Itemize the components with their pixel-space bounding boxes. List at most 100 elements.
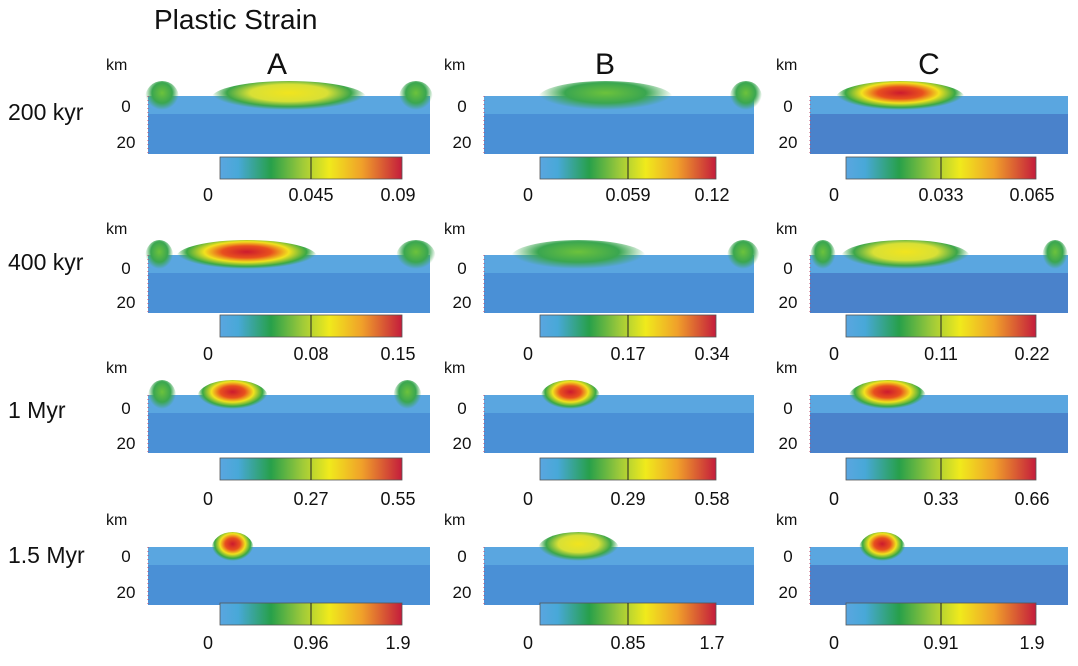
strain-zone [211,81,367,115]
strain-zone [538,81,673,115]
depth-tick-20: 20 [453,133,472,152]
strain-zone [810,240,836,274]
depth-tick-20: 20 [453,583,472,602]
colorbar-max-label: 0.09 [380,185,415,205]
depth-tick-20: 20 [779,583,798,602]
strain-zone [145,81,180,115]
depth-tick-0: 0 [783,399,792,418]
strain-zone [727,240,760,274]
colorbar-max-label: 1.9 [1019,633,1044,653]
column-header-b: B [595,48,615,81]
depth-tick-0: 0 [457,547,466,566]
colorbar-max-label: 0.12 [694,185,729,205]
colorbar [219,602,403,626]
colorbar [219,314,403,338]
strain-panel-a [145,240,436,313]
colorbar-mid-label: 0.33 [923,489,958,509]
depth-tick-0: 0 [457,399,466,418]
strain-panel-a [145,81,433,154]
colorbar [539,156,717,180]
depth-unit-label: km [444,360,465,377]
colorbar-mid-label: 0.27 [293,489,328,509]
strain-zone [540,380,601,414]
colorbar-min-label: 0 [829,489,839,509]
strain-zone [176,240,318,274]
colorbar [539,314,717,338]
colorbar [539,457,717,481]
colorbar [219,156,403,180]
colorbar-min-label: 0 [829,633,839,653]
colorbar-mid-label: 0.96 [293,633,328,653]
strain-zone [148,380,177,414]
colorbar-max-label: 1.7 [699,633,724,653]
strain-zone [538,532,619,566]
strain-zone [211,532,254,566]
colorbar-mid-label: 0.85 [610,633,645,653]
colorbar-max-label: 0.66 [1014,489,1049,509]
depth-unit-label: km [106,360,127,377]
colorbar-max-label: 1.9 [385,633,410,653]
colorbar [845,156,1037,180]
colorbar-mid-label: 0.08 [293,344,328,364]
depth-tick-20: 20 [779,434,798,453]
colorbar-min-label: 0 [203,344,213,364]
depth-tick-20: 20 [453,434,472,453]
colorbar-min-label: 0 [203,489,213,509]
strain-zone [835,81,965,115]
depth-unit-label: km [106,57,127,74]
strain-panel-a [147,380,430,453]
depth-unit-label: km [106,221,127,238]
colorbar-mid-label: 0.045 [288,185,333,205]
colorbar-min-label: 0 [523,344,533,364]
colorbar-max-label: 0.55 [380,489,415,509]
strain-zone [729,81,763,115]
figure-title: Plastic Strain [154,4,317,35]
strain-zone [145,240,174,274]
strain-zone [1042,240,1068,274]
strain-zone [398,81,433,115]
strain-panel-b [483,81,763,154]
row-time-label: 400 kyr [8,249,84,275]
depth-tick-20: 20 [117,293,136,312]
column-header-a: A [267,48,287,81]
row-time-label: 1.5 Myr [8,542,85,568]
row-time-label: 200 kyr [8,99,84,125]
strain-zone [840,240,970,274]
colorbar-mid-label: 0.29 [610,489,645,509]
depth-tick-0: 0 [121,97,130,116]
upper-crust-layer [148,395,430,413]
strain-panel-c [809,380,1068,453]
colorbar-max-label: 0.065 [1009,185,1054,205]
colorbar [539,602,717,626]
row-time-label: 1 Myr [8,397,66,423]
depth-tick-0: 0 [783,97,792,116]
colorbar [845,457,1037,481]
colorbar-max-label: 0.34 [694,344,729,364]
depth-unit-label: km [106,512,127,529]
colorbar [219,457,403,481]
colorbar-min-label: 0 [829,185,839,205]
colorbar-min-label: 0 [523,633,533,653]
strain-zone [859,532,906,566]
column-header-c: C [918,48,940,81]
upper-crust-layer [484,547,754,565]
colorbar-mid-label: 0.17 [610,344,645,364]
strain-panel-c [809,81,1068,154]
colorbar-mid-label: 0.11 [924,344,958,364]
colorbar [845,314,1037,338]
strain-zone [848,380,927,414]
colorbar-min-label: 0 [523,489,533,509]
upper-crust-layer [810,395,1068,413]
colorbar-max-label: 0.58 [694,489,729,509]
colorbar-min-label: 0 [829,344,839,364]
colorbar-min-label: 0 [203,633,213,653]
strain-zone [511,240,646,274]
depth-unit-label: km [776,512,797,529]
colorbar-mid-label: 0.059 [605,185,650,205]
depth-unit-label: km [444,512,465,529]
depth-tick-0: 0 [783,547,792,566]
depth-tick-20: 20 [117,133,136,152]
colorbar-mid-label: 0.91 [923,633,958,653]
depth-tick-20: 20 [453,293,472,312]
